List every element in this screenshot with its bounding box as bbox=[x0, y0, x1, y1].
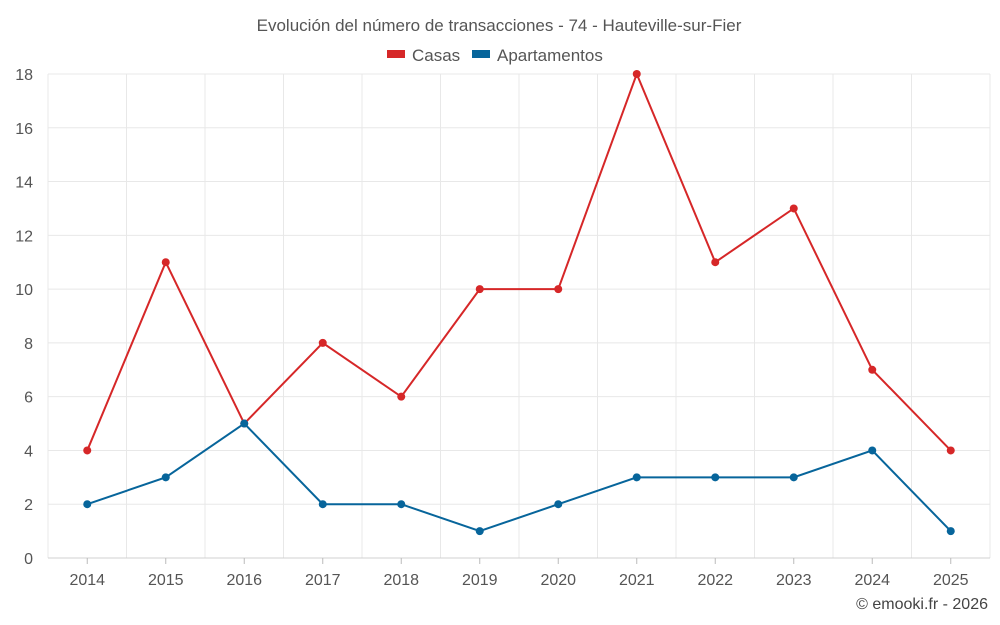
x-tick-label: 2025 bbox=[933, 572, 969, 589]
series bbox=[83, 70, 955, 536]
data-point-casas[interactable] bbox=[946, 446, 955, 455]
data-point-apartamentos[interactable] bbox=[946, 527, 955, 536]
y-tick-label: 6 bbox=[24, 390, 33, 407]
data-point-apartamentos[interactable] bbox=[83, 500, 92, 509]
legend-swatch-casas[interactable] bbox=[387, 50, 405, 58]
y-tick-label: 8 bbox=[24, 336, 33, 353]
data-point-apartamentos[interactable] bbox=[475, 527, 484, 536]
data-point-casas[interactable] bbox=[83, 446, 92, 455]
y-tick-label: 14 bbox=[15, 175, 33, 192]
y-tick-label: 18 bbox=[15, 67, 33, 84]
data-point-apartamentos[interactable] bbox=[789, 473, 798, 482]
legend-label-apartamentos[interactable]: Apartamentos bbox=[497, 46, 603, 65]
y-tick-label: 16 bbox=[15, 121, 33, 138]
data-point-casas[interactable] bbox=[475, 285, 484, 294]
data-point-apartamentos[interactable] bbox=[632, 473, 641, 482]
data-point-apartamentos[interactable] bbox=[554, 500, 563, 509]
data-point-apartamentos[interactable] bbox=[240, 419, 249, 428]
series-line-apartamentos bbox=[86, 422, 952, 533]
y-tick-label: 2 bbox=[24, 497, 33, 514]
x-tick-label: 2022 bbox=[697, 572, 733, 589]
y-axis: 0 2 4 6 8 10 12 14 16 18 bbox=[15, 67, 33, 568]
x-tick-label: 2020 bbox=[540, 572, 576, 589]
y-tick-label: 4 bbox=[24, 443, 33, 460]
x-tick-label: 2017 bbox=[305, 572, 341, 589]
chart-title: Evolución del número de transacciones - … bbox=[257, 16, 742, 35]
series-line-casas bbox=[86, 71, 952, 452]
grid bbox=[47, 73, 991, 559]
x-tick-label: 2018 bbox=[383, 572, 419, 589]
data-point-apartamentos[interactable] bbox=[868, 446, 877, 455]
data-point-apartamentos[interactable] bbox=[318, 500, 327, 509]
data-point-casas[interactable] bbox=[397, 392, 406, 401]
data-point-casas[interactable] bbox=[868, 365, 877, 374]
data-point-casas[interactable] bbox=[318, 338, 327, 347]
data-point-apartamentos[interactable] bbox=[397, 500, 406, 509]
x-tick-label: 2024 bbox=[854, 572, 890, 589]
x-tick-label: 2021 bbox=[619, 572, 655, 589]
data-point-casas[interactable] bbox=[711, 258, 720, 267]
data-point-casas[interactable] bbox=[554, 285, 563, 294]
legend-swatch-apartamentos[interactable] bbox=[472, 50, 490, 58]
y-tick-label: 12 bbox=[15, 228, 33, 245]
data-point-apartamentos[interactable] bbox=[711, 473, 720, 482]
legend-label-casas[interactable]: Casas bbox=[412, 46, 460, 65]
data-point-apartamentos[interactable] bbox=[161, 473, 170, 482]
data-point-casas[interactable] bbox=[161, 258, 170, 267]
x-tick-label: 2023 bbox=[776, 572, 812, 589]
x-axis: 2014 2015 2016 2017 2018 2019 2020 2021 2022 2023… bbox=[69, 558, 969, 589]
y-tick-label: 10 bbox=[15, 282, 33, 299]
x-tick-label: 2016 bbox=[226, 572, 262, 589]
x-tick-label: 2019 bbox=[462, 572, 498, 589]
x-tick-label: 2014 bbox=[69, 572, 105, 589]
y-tick-label: 0 bbox=[24, 551, 33, 568]
x-tick-label: 2015 bbox=[148, 572, 184, 589]
data-point-casas[interactable] bbox=[632, 70, 641, 78]
data-point-casas[interactable] bbox=[789, 204, 798, 213]
legend: Casas Apartamentos bbox=[387, 46, 603, 65]
credit-text: © emooki.fr - 2026 bbox=[856, 596, 988, 613]
